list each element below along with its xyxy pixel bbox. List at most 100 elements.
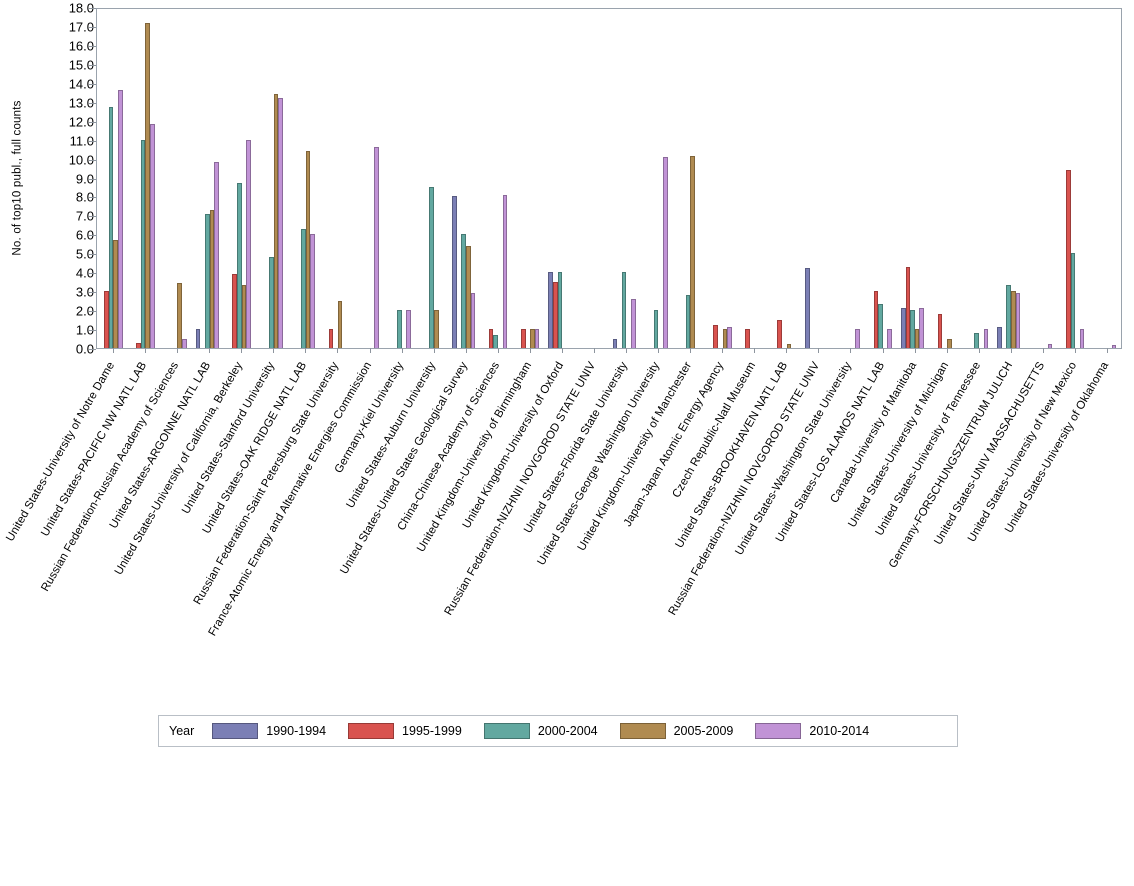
y-axis-tick-mark [89,292,96,293]
bar [873,291,879,348]
bar [1015,293,1021,348]
x-axis-tick-mark [946,348,948,353]
x-axis-tick-mark [337,348,339,353]
x-axis-tick-mark [241,348,243,353]
x-axis-label: China-Chinese Academy of Sciences [395,360,502,533]
bar-group [802,9,834,353]
legend-item[interactable]: 2000-2004 [483,723,598,739]
bar [177,282,183,348]
bar [301,228,306,348]
bar [209,209,215,348]
y-axis-tick-label: 17.0 [68,19,94,35]
bar [214,162,219,348]
bar [488,329,494,348]
x-axis-tick-mark [1106,348,1108,353]
x-axis-label: Czech Republic-Natl Museum [670,360,759,500]
bar [149,124,155,348]
bar [621,272,627,348]
bars-container [97,9,1121,353]
y-axis-tick-label: 6.0 [75,227,94,243]
x-axis-tick-mark [658,348,660,353]
bar-group [738,9,770,353]
y-axis-tick-mark [89,122,96,123]
x-axis-label: United States-Auburn University [344,360,438,511]
x-axis-tick-mark [593,348,595,353]
y-axis-tick-label: 18.0 [68,0,94,16]
x-axis-label: Germany-Kiel University [332,360,406,476]
bar-group [867,9,899,353]
y-axis-tick-mark [89,8,96,9]
x-axis-tick-mark [786,348,788,353]
bar [612,338,618,348]
bar [140,139,146,348]
x-axis-label: United States-PACIFIC NW NATL LAB [39,360,150,539]
y-axis-tick-label: 14.0 [68,76,94,92]
bar [548,272,553,348]
y-axis-tick-label: 12.0 [68,114,94,130]
bar [273,94,279,348]
y-axis-tick-mark [89,27,96,28]
y-axis-tick-label: 16.0 [68,38,94,54]
bar [104,291,109,348]
bar [534,329,540,348]
legend-item[interactable]: 2005-2009 [619,723,734,739]
bar [713,325,718,348]
x-axis-label: United States-UNIV MASSACHUSETTS [932,360,1048,547]
x-axis-tick-mark [145,348,147,353]
bar [310,234,315,348]
y-axis-title-text: No. of top10 publ., full counts [12,99,24,256]
x-axis-tick-mark [209,348,211,353]
y-axis-tick-label: 5.0 [75,246,94,262]
legend-item[interactable]: 2010-2014 [755,723,869,739]
x-axis-label: Germany-FORSCHUNGSZENTRUM JULICH [886,360,1015,571]
x-axis-tick-mark [914,348,916,353]
x-axis-label: United States-OAK RIDGE NATL LAB [201,360,310,536]
legend-items: 1990-1994 1995-1999 2000-2004 2005-2009 2010… [212,723,891,739]
bar [520,329,526,348]
x-axis-tick-mark [882,348,884,353]
y-axis-tick-mark [89,273,96,274]
plot-area [96,8,1122,353]
bar [108,107,114,348]
bar [1011,291,1016,348]
bar [786,344,792,348]
y-axis-title: No. of top10 publ., full counts [0,0,36,355]
x-axis-label: United States-LOS ALAMOS NATL LAB [773,360,887,545]
x-axis-label: United States-Florida State University [522,360,631,536]
legend-title: Year [169,724,195,738]
x-axis-label: Russian Federation-Russian Academy of Sc… [39,360,182,594]
y-axis-tick-mark [89,65,96,66]
bar-group [514,9,546,353]
x-axis-label: United States-George Washington Universi… [535,360,663,568]
y-axis-tick-label: 7.0 [75,208,94,224]
x-axis-label: United States-University of Michigan [845,360,951,530]
x-axis-label: France-Atomic Energy and Alternative Ene… [206,360,374,639]
bar [722,329,728,348]
bar-group [482,9,514,353]
x-axis-tick-mark [850,348,852,353]
bar [278,97,283,348]
legend-label: 2005-2009 [673,724,734,738]
bar [466,245,471,348]
x-axis-tick-mark [369,348,371,353]
x-axis-label: United Kingdom-University of Birmingham [414,360,535,555]
bar [1070,253,1076,348]
bar [685,294,691,348]
bar-group [546,9,578,353]
bar [919,308,925,348]
legend-item[interactable]: 1990-1994 [212,723,326,739]
bar [232,274,237,348]
bar [145,23,150,348]
x-axis-tick-mark [818,348,820,353]
bar-group [931,9,963,353]
x-axis-tick-mark [561,348,563,353]
bar [937,313,943,348]
bar [433,310,439,348]
bar [901,308,906,348]
bar [1079,329,1085,348]
legend-item[interactable]: 1995-1999 [348,723,462,739]
bar [745,329,750,348]
bar [328,329,334,348]
bar [470,293,476,348]
bar [914,329,920,348]
